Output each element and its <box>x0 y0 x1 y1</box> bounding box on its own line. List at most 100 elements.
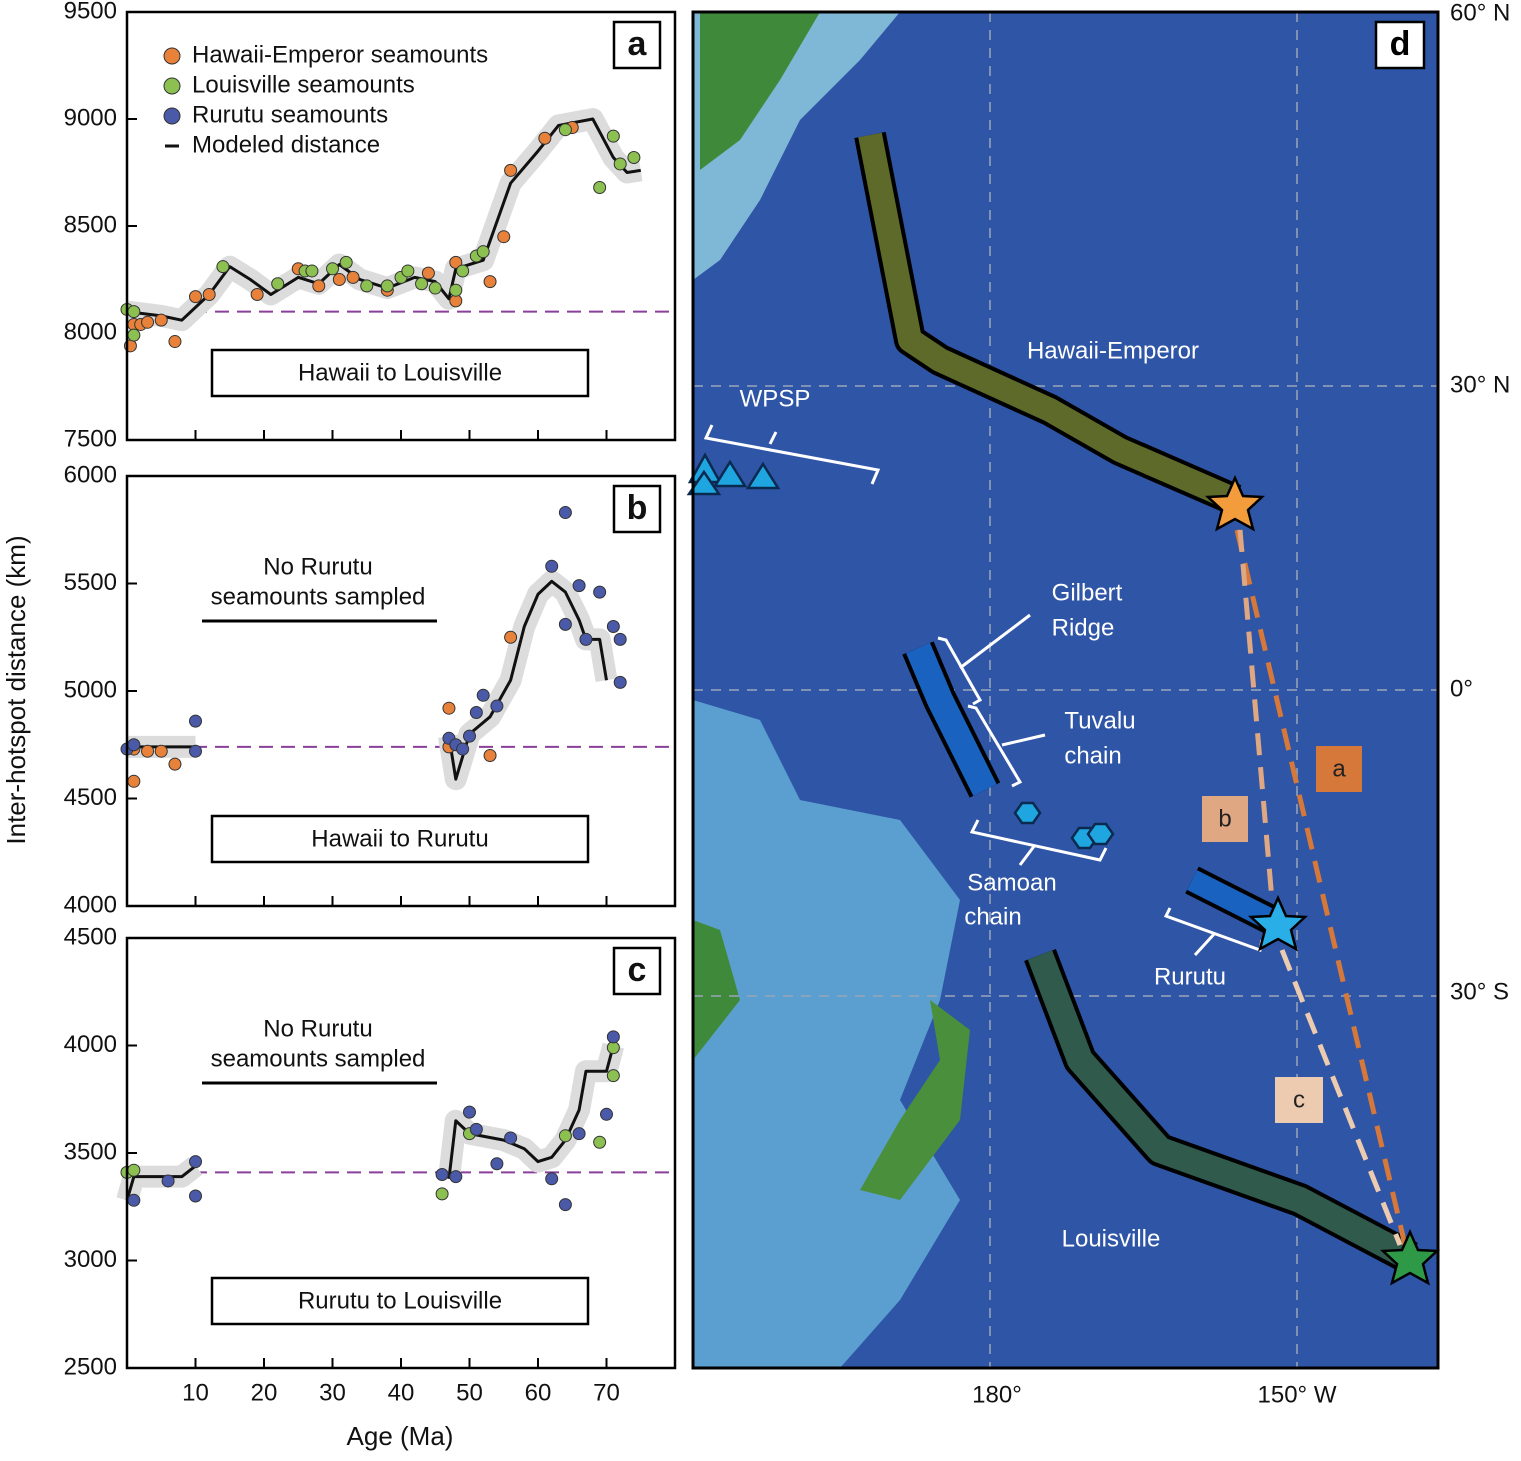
bracket <box>1001 733 1046 747</box>
data-point <box>339 255 353 269</box>
plot-frame <box>125 474 677 908</box>
note: No Rurutu <box>263 553 372 580</box>
symbols <box>686 452 1441 1286</box>
data-point <box>442 701 456 715</box>
legend-marker <box>163 47 181 65</box>
panel-label: a <box>628 25 648 63</box>
lat-label: 60° N <box>1450 0 1510 26</box>
data-point <box>579 632 593 646</box>
data-point <box>469 706 483 719</box>
data-point <box>312 279 326 293</box>
y-tick-label: 4000 <box>64 891 117 918</box>
data-point <box>558 1129 572 1143</box>
path-label: b <box>1218 805 1231 832</box>
data-point <box>127 738 141 752</box>
legend-label: Louisville seamounts <box>192 71 415 98</box>
data-point <box>558 123 572 137</box>
data-point <box>127 1193 141 1207</box>
data-point <box>421 266 435 280</box>
rurutu-hotspot <box>1247 894 1309 952</box>
wpsp-volcano <box>686 469 722 496</box>
data-point <box>141 315 155 329</box>
bracket <box>937 636 983 706</box>
x-tick-label: 70 <box>593 1379 620 1406</box>
data-point <box>545 1172 559 1186</box>
lat-label: 30° S <box>1450 978 1509 1005</box>
label: Rurutu to Louisville <box>298 1287 502 1314</box>
samoa-seamount <box>1086 822 1115 846</box>
path-label-box <box>1275 1077 1323 1123</box>
label-box <box>210 814 590 864</box>
data-point <box>127 774 141 788</box>
data-point <box>476 245 490 259</box>
y-tick-label: 4500 <box>64 923 117 950</box>
data-point <box>456 264 470 278</box>
data-point <box>613 157 627 171</box>
map-label: Ridge <box>1052 614 1115 641</box>
label-box <box>210 348 590 398</box>
panel-label: b <box>627 489 648 527</box>
y-tick-label: 9500 <box>64 0 117 24</box>
y-tick-label: 4500 <box>64 784 117 811</box>
bracket <box>703 424 881 485</box>
data-point <box>216 260 230 274</box>
map-label: Gilbert <box>1052 579 1123 606</box>
data-point <box>627 151 641 165</box>
data-point <box>326 262 339 276</box>
data-point <box>360 279 374 293</box>
note: seamounts sampled <box>211 1045 426 1072</box>
panel-label-box <box>612 20 662 70</box>
data-point <box>593 585 607 599</box>
y-tick-label: 5500 <box>64 569 117 596</box>
label: Hawaii to Rurutu <box>311 825 488 852</box>
note: No Rurutu <box>263 1015 372 1042</box>
legend-label: Rurutu seamounts <box>192 101 388 128</box>
data-point <box>271 277 285 291</box>
data-point <box>456 742 470 756</box>
data-point <box>415 277 429 291</box>
bracket <box>1193 931 1217 957</box>
y-tick-label: 7500 <box>64 425 117 452</box>
samoa-seamount <box>1013 801 1042 825</box>
brackets <box>703 424 1264 957</box>
louisville-track <box>1027 950 1417 1270</box>
label-box <box>210 1276 590 1326</box>
data-point <box>154 744 168 758</box>
data-point <box>593 180 607 194</box>
data-point <box>401 264 415 278</box>
data-point <box>606 129 620 143</box>
y-tick-label: 3000 <box>64 1246 117 1273</box>
panel-label-box <box>612 946 662 996</box>
y-tick-label: 5000 <box>64 676 117 703</box>
charts: 7500 8000 8500 9000 9500 a Hawaii to Louisvill… <box>1 0 677 1451</box>
data-point <box>463 1105 476 1119</box>
data-point <box>545 559 559 573</box>
data-point <box>613 632 627 646</box>
data-point <box>428 281 442 295</box>
path-a <box>1234 529 1408 1246</box>
data-point <box>606 1041 620 1055</box>
land <box>860 1000 970 1200</box>
data-point <box>250 287 264 301</box>
data-point <box>504 630 518 644</box>
path-label-box <box>1316 746 1362 792</box>
x-tick-label: 20 <box>251 1379 278 1406</box>
data-point <box>154 313 168 327</box>
panel-label: c <box>628 951 647 989</box>
map-label: Louisville <box>1062 1225 1161 1252</box>
path-b <box>1237 529 1275 901</box>
data-point <box>469 1122 483 1136</box>
legend-marker <box>163 77 181 95</box>
bracket <box>967 704 1023 788</box>
data-point <box>168 757 182 771</box>
y-tick-label: 8500 <box>64 211 117 238</box>
wpsp-volcano <box>745 461 781 490</box>
land <box>693 920 740 1060</box>
data-point <box>189 290 202 304</box>
lon-label: 150° W <box>1258 1381 1337 1408</box>
data-point <box>572 1127 586 1141</box>
data-point <box>606 1030 620 1044</box>
map-label: Rurutu <box>1154 963 1226 990</box>
graticule <box>693 12 1438 1368</box>
data-point <box>483 275 497 289</box>
